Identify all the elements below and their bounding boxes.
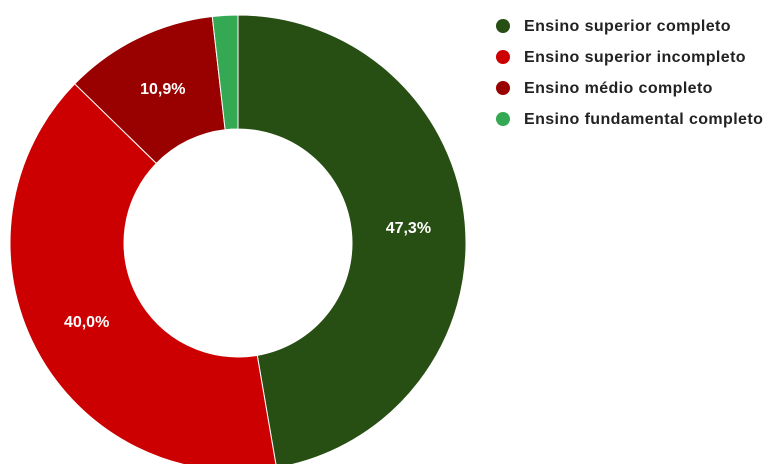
donut-slice-1[interactable] — [237, 14, 467, 464]
slice-value-label-2: 40,0% — [64, 314, 109, 331]
legend-item-ensino-superior-incompleto[interactable]: Ensino superior incompleto — [496, 46, 773, 69]
legend-item-ensino-superior-completo[interactable]: Ensino superior completo — [496, 15, 773, 38]
legend-label: Ensino superior incompleto — [524, 49, 746, 66]
slice-value-label-1: 47,3% — [386, 220, 431, 237]
donut-slices — [9, 14, 467, 464]
legend-swatch — [496, 50, 510, 64]
legend-label: Ensino fundamental completo — [524, 111, 764, 128]
donut-slice-2[interactable] — [9, 83, 277, 464]
legend-label: Ensino médio completo — [524, 80, 713, 97]
legend-swatch — [496, 112, 510, 126]
legend-item-ensino-fundamental-completo[interactable]: Ensino fundamental completo — [496, 108, 773, 131]
legend-swatch — [496, 19, 510, 33]
legend-swatch — [496, 81, 510, 95]
donut-slice-4[interactable] — [211, 14, 239, 131]
legend: Ensino superior completo Ensino superior… — [496, 15, 773, 139]
slice-value-label-3: 10,9% — [140, 81, 185, 98]
legend-label: Ensino superior completo — [524, 18, 731, 35]
legend-item-ensino-medio-completo[interactable]: Ensino médio completo — [496, 77, 773, 100]
slice-labels: 47,3% 40,0% 10,9% — [64, 81, 431, 331]
